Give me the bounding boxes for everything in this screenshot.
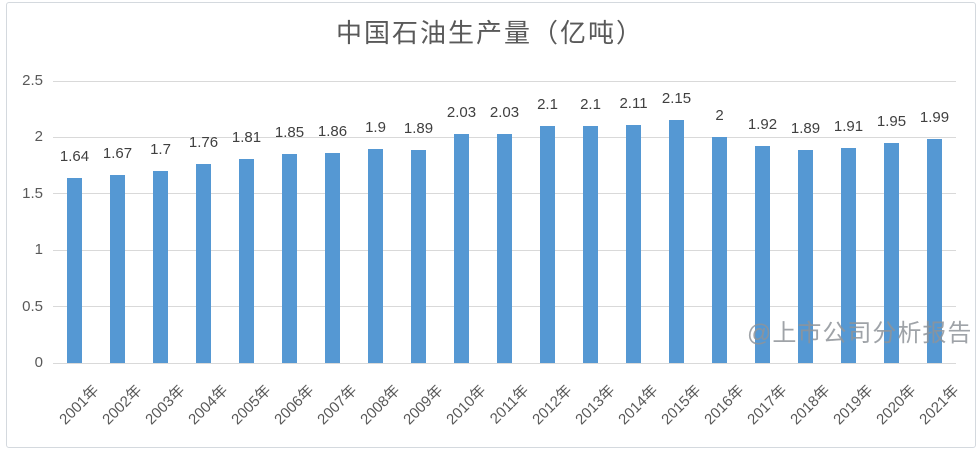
x-axis-label: 2020年: [873, 382, 920, 429]
x-axis-label: 2013年: [572, 382, 619, 429]
bar: [841, 147, 856, 363]
bar-data-label: 1.64: [59, 148, 90, 165]
x-axis-label: 2011年: [487, 382, 533, 428]
bar: [454, 134, 469, 363]
x-axis-label: 2001年: [56, 382, 103, 429]
bar: [110, 174, 125, 363]
bar-data-label: 1.95: [876, 113, 907, 131]
bar-data-label: 1.91: [833, 117, 864, 135]
bar-data-label: 1.85: [274, 124, 305, 142]
bar-data-label: 1.7: [150, 141, 171, 159]
x-axis-label: 2005年: [228, 382, 275, 429]
y-axis-label: 1.5: [22, 184, 43, 202]
bar: [712, 137, 727, 363]
y-axis-label: 2: [34, 128, 43, 146]
bar: [669, 120, 684, 363]
bar-data-label: 1.89: [790, 119, 821, 137]
bar-data-label: 1.89: [403, 119, 434, 137]
watermark: @上市公司分析报告: [747, 320, 973, 347]
bar: [67, 178, 82, 363]
bar: [368, 148, 383, 363]
x-axis-label: 2010年: [443, 382, 490, 429]
bar-data-label: 2.15: [661, 90, 692, 108]
x-axis-label: 2008年: [357, 382, 404, 429]
x-axis-label: 2019年: [830, 382, 877, 429]
bar-data-label: 1.92: [747, 116, 778, 134]
bar-data-label: 2.1: [537, 96, 558, 114]
bar: [239, 158, 254, 363]
x-axis-label: 2018年: [787, 382, 834, 429]
x-axis-label: 2006年: [271, 382, 318, 429]
x-axis-label: 2007年: [314, 382, 361, 429]
bar-data-label: 1.9: [365, 118, 386, 136]
bar: [153, 171, 168, 363]
bar-data-label: 1.86: [317, 123, 348, 141]
bar: [540, 126, 555, 363]
bar: [884, 143, 899, 363]
x-axis-label: 2017年: [744, 382, 791, 429]
chart-title: 中国石油生产量（亿吨）: [335, 18, 644, 48]
bar-data-label: 2.03: [489, 104, 520, 122]
bar: [626, 124, 641, 363]
bar: [325, 153, 340, 363]
x-axis-label: 2003年: [142, 382, 189, 429]
bar: [583, 126, 598, 363]
x-axis-label: 2021年: [916, 382, 963, 429]
bar: [927, 138, 942, 363]
bar: [282, 154, 297, 363]
x-axis-label: 2014年: [615, 382, 662, 429]
bar: [798, 149, 813, 363]
x-axis-label: 2016年: [701, 382, 748, 429]
y-axis-label: 0.5: [22, 297, 43, 315]
y-axis-label: 0: [34, 354, 43, 371]
x-axis-label: 2009年: [400, 382, 447, 429]
bar-data-label: 2.03: [446, 104, 477, 122]
bar-data-label: 1.67: [102, 144, 133, 162]
bar: [755, 146, 770, 363]
bar: [411, 149, 426, 363]
gridline: [53, 80, 956, 82]
bar-data-label: 1.81: [231, 128, 262, 146]
y-axis-label: 1: [34, 241, 43, 259]
x-axis-label: 2004年: [185, 382, 232, 429]
y-axis-label: 2.5: [22, 72, 43, 89]
gridline: [53, 362, 956, 364]
bar-data-label: 1.99: [919, 108, 950, 126]
x-axis-label: 2015年: [658, 382, 705, 429]
x-axis-label: 2012年: [529, 382, 576, 429]
x-axis-label: 2002年: [99, 382, 146, 429]
bar-data-label: 1.76: [188, 134, 219, 152]
bar: [196, 164, 211, 363]
bar-data-label: 2: [715, 107, 724, 125]
bar-data-label: 2.1: [580, 96, 601, 114]
chart-frame: [6, 2, 976, 448]
bar: [497, 134, 512, 363]
bar-data-label: 2.11: [619, 94, 648, 112]
